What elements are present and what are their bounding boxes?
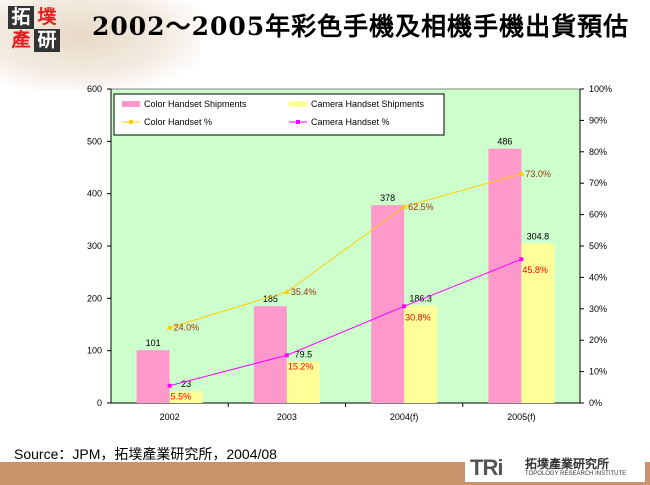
left-tick-label: 200 xyxy=(87,293,102,303)
bar-value-label: 378 xyxy=(380,193,395,203)
legend xyxy=(113,93,445,136)
logo-char: 研 xyxy=(34,29,60,52)
bar-color xyxy=(253,306,287,403)
legend-marker xyxy=(129,120,133,124)
pct-label: 24.0% xyxy=(174,323,200,333)
right-tick-label: 60% xyxy=(589,210,607,220)
line-marker xyxy=(166,324,173,330)
bar-color xyxy=(371,205,405,403)
legend-label: Camera Handset Shipments xyxy=(311,99,425,109)
pct-label: 62.5% xyxy=(408,202,434,212)
right-tick-label: 70% xyxy=(589,178,607,188)
x-tick-label: 2003 xyxy=(277,412,297,422)
line-marker xyxy=(167,383,172,388)
right-tick-label: 90% xyxy=(589,115,607,125)
left-tick-label: 500 xyxy=(87,136,102,146)
x-tick-label: 2002 xyxy=(160,412,180,422)
tri-abbr: TRi xyxy=(470,455,503,480)
tri-logo: TRi 拓墣產業研究所 TOPOLOGY RESEARCH INSTITUTE xyxy=(465,455,645,482)
right-tick-label: 50% xyxy=(589,241,607,251)
bar-camera xyxy=(404,305,438,403)
legend-swatch xyxy=(289,101,307,107)
legend-swatch xyxy=(122,101,140,107)
right-tick-label: 0% xyxy=(589,398,602,408)
logo-char: 產 xyxy=(11,29,31,51)
bar-value-label: 79.5 xyxy=(295,349,313,359)
left-tick-label: 600 xyxy=(87,84,102,94)
bar-camera xyxy=(286,361,320,403)
right-tick-label: 20% xyxy=(589,335,607,345)
bar-value-label: 486 xyxy=(497,137,512,147)
bar-value-label: 101 xyxy=(146,338,161,348)
tri-english: TOPOLOGY RESEARCH INSTITUTE xyxy=(525,471,627,477)
right-tick-label: 100% xyxy=(589,84,612,94)
line-marker xyxy=(284,353,289,358)
right-tick-label: 10% xyxy=(589,367,607,377)
legend-label: Camera Handset % xyxy=(311,117,390,127)
x-tick-label: 2004(f) xyxy=(390,412,419,422)
x-tick-label: 2005(f) xyxy=(507,412,536,422)
line-marker xyxy=(402,304,407,309)
right-tick-label: 80% xyxy=(589,147,607,157)
left-tick-label: 400 xyxy=(87,189,102,199)
line-marker xyxy=(518,170,525,176)
legend-label: Color Handset Shipments xyxy=(144,99,247,109)
bar-value-label: 185 xyxy=(263,294,278,304)
left-tick-label: 100 xyxy=(87,346,102,356)
legend-label: Color Handset % xyxy=(144,117,212,127)
bar-color xyxy=(136,350,170,403)
bar-color xyxy=(488,148,522,403)
page-title: 2002～2005年彩色手機及相機手機出貨預估 xyxy=(92,12,630,41)
line-color-pct xyxy=(169,173,522,329)
pct-label: 35.4% xyxy=(291,287,317,297)
right-tick-label: 40% xyxy=(589,272,607,282)
tri-name: 拓墣產業研究所 xyxy=(525,457,610,471)
line-marker xyxy=(283,288,290,294)
logo: 拓 墣 產 研 xyxy=(8,6,60,52)
right-tick-label: 30% xyxy=(589,304,607,314)
left-tick-label: 0 xyxy=(97,398,102,408)
legend-marker xyxy=(296,120,300,124)
bar-camera xyxy=(521,243,555,403)
logo-char: 拓 xyxy=(8,6,34,29)
bar-value-label: 186.3 xyxy=(409,294,432,304)
logo-char: 墣 xyxy=(37,6,57,28)
bar-value-label: 304.8 xyxy=(527,231,550,241)
pct-label: 30.8% xyxy=(405,312,431,322)
line-marker xyxy=(519,257,524,262)
pct-label: 45.8% xyxy=(522,265,548,275)
source-note: Source：JPM，拓墣產業研究所，2004/08 xyxy=(14,446,277,462)
line-marker xyxy=(401,203,408,209)
pct-label: 15.2% xyxy=(288,361,314,371)
pct-label: 5.5% xyxy=(171,392,192,402)
pct-label: 73.0% xyxy=(525,169,551,179)
bar-camera xyxy=(169,390,203,403)
line-camera-pct xyxy=(169,258,522,387)
chart: 0 100 200 300 400 500 600 0% 10% 20% 30% 40% 50% 60% 7… xyxy=(87,84,612,422)
bar-value-label: 23 xyxy=(181,379,191,389)
left-tick-label: 300 xyxy=(87,241,102,251)
